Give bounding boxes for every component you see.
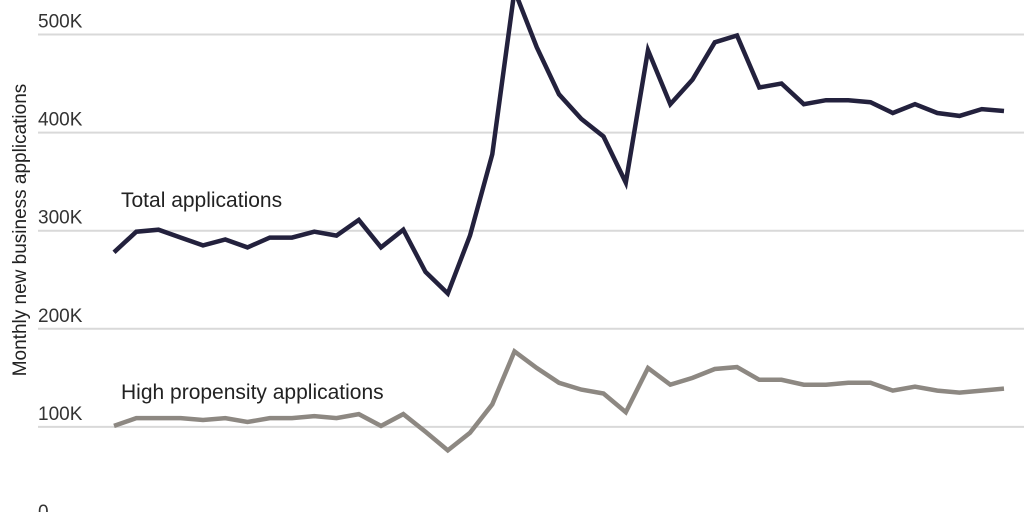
y-tick-label: 500K [38, 12, 83, 33]
series-lines [112, 0, 1005, 454]
series-line [112, 0, 1005, 298]
y-tick-label: 200K [38, 306, 83, 327]
series-total [112, 0, 1005, 298]
y-axis-title: Monthly new business applications [10, 84, 31, 377]
y-tick-label: 300K [38, 208, 83, 229]
series-label-total: Total applications [121, 189, 282, 212]
y-axis-ticks: 0 100K 200K 300K 400K 500K [38, 12, 83, 512]
y-tick-label: 400K [38, 110, 83, 131]
y-tick-label: 100K [38, 404, 83, 425]
series-high-propensity [113, 347, 1005, 454]
series-label-high-propensity: High propensity applications [121, 381, 384, 404]
gridlines [38, 33, 1024, 428]
y-tick-label: 0 [38, 502, 49, 512]
